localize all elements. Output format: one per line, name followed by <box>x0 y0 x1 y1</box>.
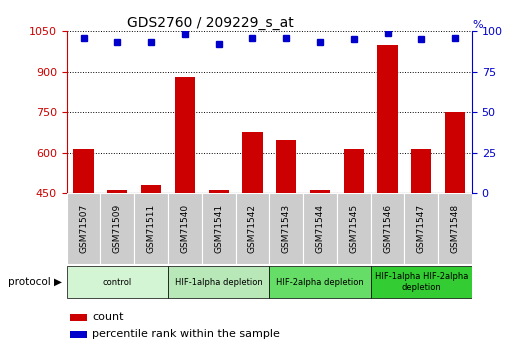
Bar <box>107 190 127 193</box>
Text: GSM71547: GSM71547 <box>417 204 426 253</box>
Bar <box>168 193 202 264</box>
Bar <box>175 77 195 193</box>
Bar <box>70 314 87 321</box>
Bar <box>344 149 364 193</box>
Text: protocol ▶: protocol ▶ <box>8 277 62 287</box>
Bar <box>67 266 168 298</box>
Bar <box>276 140 297 193</box>
Text: HIF-1alpha HIF-2alpha
depletion: HIF-1alpha HIF-2alpha depletion <box>374 272 468 292</box>
Text: GSM71545: GSM71545 <box>349 204 358 253</box>
Text: GSM71509: GSM71509 <box>113 204 122 253</box>
Text: %: % <box>472 20 483 30</box>
Text: HIF-2alpha depletion: HIF-2alpha depletion <box>276 277 364 287</box>
Text: GSM71507: GSM71507 <box>79 204 88 253</box>
Bar <box>134 193 168 264</box>
Bar <box>70 331 87 338</box>
Bar <box>337 193 370 264</box>
Bar <box>242 132 263 193</box>
Text: GSM71511: GSM71511 <box>147 204 155 253</box>
Text: GSM71546: GSM71546 <box>383 204 392 253</box>
Text: GSM71541: GSM71541 <box>214 204 223 253</box>
Bar <box>208 190 229 193</box>
Bar <box>445 112 465 193</box>
Text: control: control <box>103 277 132 287</box>
Text: percentile rank within the sample: percentile rank within the sample <box>92 329 280 339</box>
Bar <box>310 190 330 193</box>
Bar <box>101 193 134 264</box>
Bar <box>67 193 101 264</box>
Bar <box>202 193 235 264</box>
Bar <box>141 185 161 193</box>
Bar <box>378 45 398 193</box>
Text: GSM71548: GSM71548 <box>450 204 460 253</box>
Bar <box>235 193 269 264</box>
Text: GSM71544: GSM71544 <box>315 204 325 253</box>
Bar <box>168 266 269 298</box>
Bar <box>438 193 472 264</box>
Bar <box>411 149 431 193</box>
Text: HIF-1alpha depletion: HIF-1alpha depletion <box>175 277 263 287</box>
Text: GSM71543: GSM71543 <box>282 204 291 253</box>
Text: GSM71542: GSM71542 <box>248 204 257 253</box>
Bar <box>73 149 94 193</box>
Text: count: count <box>92 312 124 322</box>
Bar <box>269 193 303 264</box>
Bar <box>269 266 370 298</box>
Bar <box>303 193 337 264</box>
Bar <box>370 193 404 264</box>
Text: GSM71540: GSM71540 <box>181 204 189 253</box>
Text: GDS2760 / 209229_s_at: GDS2760 / 209229_s_at <box>127 16 294 30</box>
Bar <box>404 193 438 264</box>
Bar <box>370 266 472 298</box>
